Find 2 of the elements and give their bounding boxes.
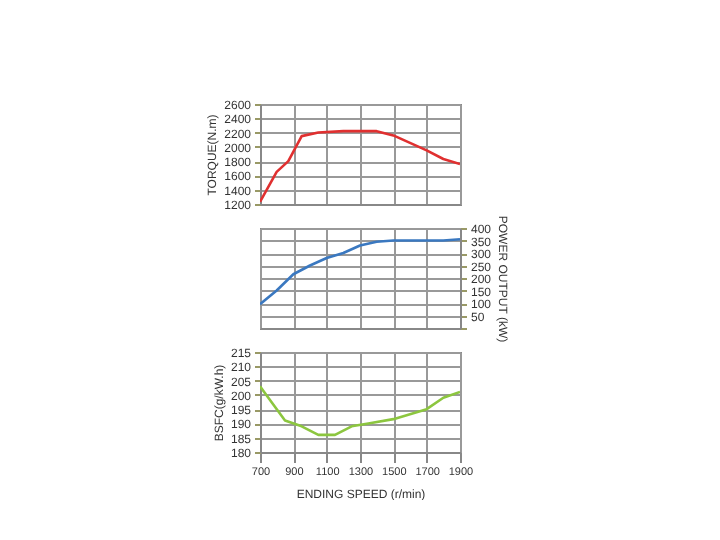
line-series: [260, 384, 460, 437]
line-series: [260, 237, 460, 306]
